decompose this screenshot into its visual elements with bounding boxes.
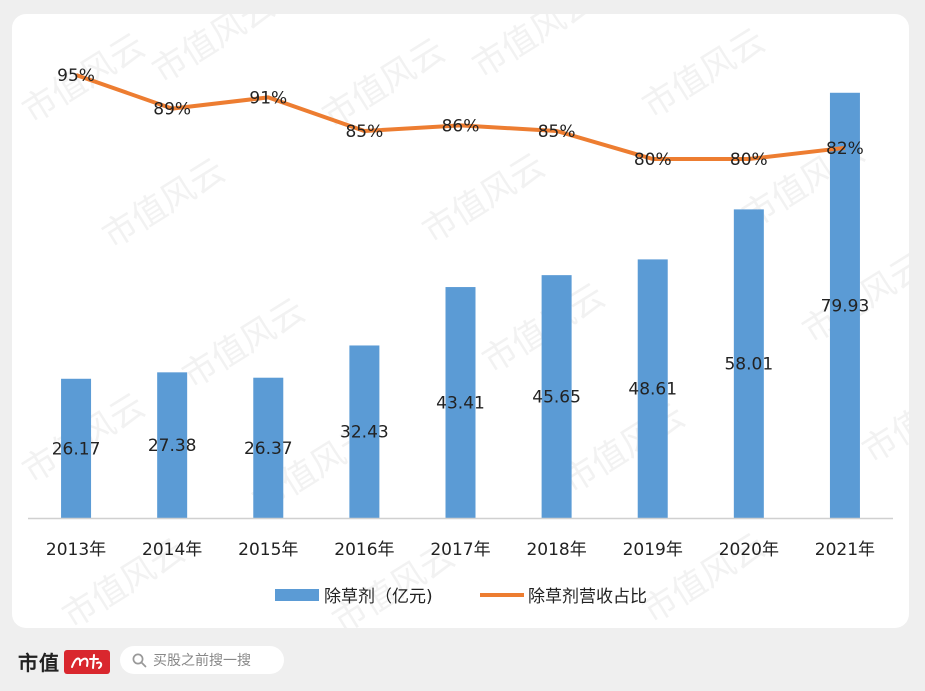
line-value-label: 91%	[249, 88, 287, 108]
bar	[157, 372, 188, 518]
bar-value-label: 32.43	[340, 423, 389, 443]
x-tick-label: 2020年	[719, 540, 779, 560]
line-value-label: 85%	[345, 122, 383, 142]
x-tick-label: 2013年	[46, 540, 106, 560]
bar	[541, 275, 572, 518]
watermark-text: 市值风云	[556, 396, 693, 502]
footer: 市值 买股之前搜一搜	[0, 628, 925, 691]
x-tick-label: 2016年	[334, 540, 394, 560]
line-value-label: 80%	[634, 150, 672, 170]
brand-text: 市值	[18, 651, 60, 675]
bar-value-label: 79.93	[821, 296, 870, 316]
legend-label-bar: 除草剂（亿元)	[324, 587, 433, 607]
watermark-text: 市值风云	[176, 291, 313, 397]
legend-swatch-bar	[275, 589, 319, 601]
chart-card: 市值风云 市值风云 市值风云 市值风云 市值风云 市值风云 市值风云 市值风云 市值风云 市值风云…	[12, 14, 909, 628]
line-value-label: 85%	[538, 122, 576, 142]
line-labels: 95% 89% 91% 85% 86% 85% 80% 80% 82%	[57, 66, 864, 170]
bar-value-label: 26.17	[52, 439, 101, 459]
x-tick-label: 2014年	[142, 540, 202, 560]
bar-value-label: 45.65	[532, 388, 581, 408]
watermark-text: 市值风云	[636, 21, 773, 127]
x-tick-label: 2018年	[526, 540, 586, 560]
bar	[445, 287, 476, 518]
bar	[637, 259, 668, 518]
bar-value-label: 27.38	[148, 436, 197, 456]
line-value-label: 86%	[442, 116, 480, 136]
legend: 除草剂（亿元) 除草剂营收占比	[275, 587, 647, 607]
watermark-text: 市值风云	[416, 146, 553, 252]
x-tick-label: 2019年	[623, 540, 683, 560]
line-value-label: 89%	[153, 100, 191, 120]
bar	[349, 345, 380, 518]
x-tick-label: 2017年	[430, 540, 490, 560]
search-box[interactable]: 买股之前搜一搜	[120, 646, 284, 674]
search-icon	[132, 653, 147, 667]
bar	[733, 209, 764, 519]
brand-logo: 市值	[18, 647, 110, 676]
line-value-label: 95%	[57, 66, 95, 86]
bar-value-label: 43.41	[436, 394, 485, 414]
line-value-label: 82%	[826, 139, 864, 159]
bar-value-label: 26.37	[244, 439, 293, 459]
brand-seal-icon	[64, 649, 110, 674]
bar	[829, 92, 860, 518]
x-tick-label: 2021年	[815, 540, 875, 560]
bar	[61, 378, 92, 518]
search-placeholder: 买股之前搜一搜	[153, 653, 251, 669]
bar-value-label: 48.61	[628, 380, 677, 400]
line-value-label: 80%	[730, 150, 768, 170]
watermark-text: 市值风云	[146, 14, 283, 92]
x-tick-labels: 2013年 2014年 2015年 2016年 2017年 2018年 2019年 2020年…	[46, 540, 875, 560]
bar-labels: 26.17 27.38 26.37 32.43 43.41 45.65 48.61 58.01…	[52, 296, 870, 459]
watermark-text: 市值风云	[856, 366, 909, 472]
legend-label-line: 除草剂营收占比	[528, 587, 647, 607]
share-line	[75, 73, 846, 161]
bar-series	[61, 92, 860, 519]
watermark-text: 市值风云	[96, 151, 233, 257]
bar-value-label: 58.01	[724, 355, 773, 375]
watermark-text: 市值风云	[466, 14, 603, 87]
x-tick-label: 2015年	[238, 540, 298, 560]
bar	[253, 377, 284, 518]
